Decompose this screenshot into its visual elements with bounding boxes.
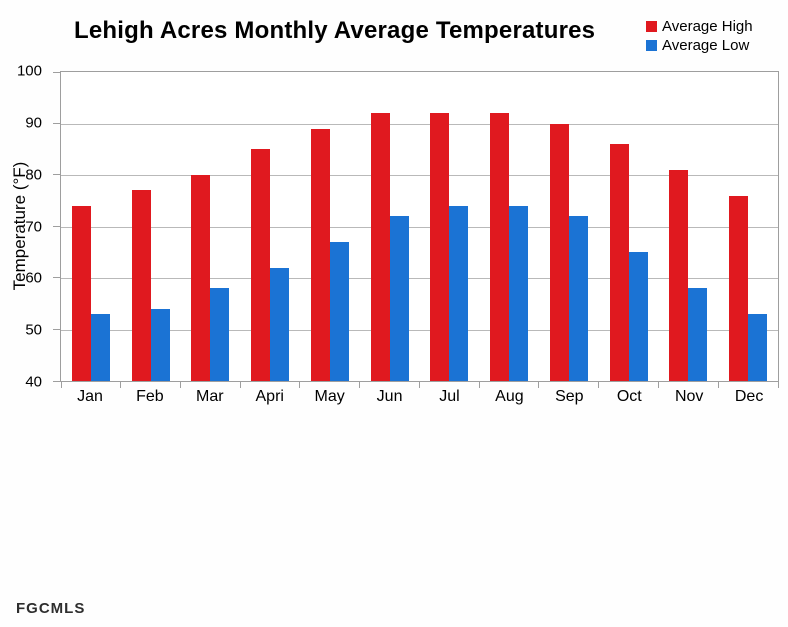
bar-average-low-may (329, 241, 349, 381)
bar-average-low-mar (210, 288, 230, 381)
x-tick-8 (538, 382, 540, 388)
bar-average-high-jun (370, 113, 390, 381)
y-tick-label-50: 50 (25, 321, 42, 339)
legend-item-average-low: Average Low (646, 37, 753, 54)
x-label-feb: Feb (136, 388, 164, 405)
x-tick-10 (658, 382, 659, 388)
gridline-70 (61, 226, 778, 228)
y-tick-60 (53, 277, 60, 279)
bar-average-high-oct (609, 144, 629, 381)
x-label-nov: Nov (674, 388, 704, 405)
bar-average-high-apri (251, 149, 271, 381)
x-label-sep: Sep (555, 388, 584, 405)
bar-group-feb (121, 72, 181, 381)
chart-title: Lehigh Acres Monthly Average Temperature… (74, 17, 596, 44)
y-tick-40 (53, 380, 60, 382)
y-tick-label-60: 60 (25, 269, 42, 287)
gridline-60 (61, 278, 778, 279)
bar-average-low-jan (90, 314, 110, 381)
x-tick-1 (120, 382, 122, 388)
y-tick-100 (53, 71, 60, 73)
bar-average-low-oct (628, 252, 648, 381)
bar-group-jul (420, 72, 480, 381)
bar-group-nov (659, 72, 719, 381)
y-tick-80 (53, 174, 60, 176)
bar-average-high-sep (549, 123, 569, 381)
bar-group-aug (479, 72, 539, 381)
x-tick-9 (598, 382, 600, 388)
legend-label-low: Average Low (662, 37, 750, 54)
x-label-mar: Mar (196, 388, 224, 405)
x-tick-11 (717, 382, 719, 388)
x-label-dec: Dec (734, 388, 764, 405)
y-tick-label-70: 70 (25, 218, 42, 235)
x-tick-4 (299, 382, 301, 388)
bar-group-dec (718, 72, 778, 381)
x-tick-3 (239, 382, 241, 388)
x-tick-0 (60, 382, 62, 388)
y-tick-label-90: 90 (25, 114, 42, 132)
plot-area (53, 71, 779, 388)
bar-group-oct (599, 72, 659, 381)
x-tick-2 (179, 382, 181, 388)
legend-swatch-high-icon (646, 21, 657, 32)
bar-average-high-feb (131, 190, 151, 381)
x-tick-7 (478, 382, 480, 388)
x-label-jan: Jan (77, 388, 103, 405)
bar-average-low-jun (389, 216, 409, 381)
bar-average-low-apri (270, 267, 290, 381)
bar-group-jan (61, 72, 121, 381)
bar-group-apri (240, 72, 300, 381)
x-tick-6 (419, 382, 420, 388)
x-tick-12 (777, 382, 779, 388)
bar-group-jun (360, 72, 420, 381)
x-label-jun: Jun (376, 388, 403, 405)
x-label-aug: Aug (495, 388, 524, 405)
bar-average-low-feb (150, 308, 170, 381)
y-tick-label-40: 40 (25, 373, 42, 391)
bar-average-high-may (310, 128, 330, 381)
y-tick-50 (53, 329, 60, 330)
bar-group-sep (539, 72, 599, 381)
x-label-jul: Jul (439, 388, 460, 405)
x-label-apri: Apri (255, 388, 284, 405)
y-tick-90 (53, 122, 60, 124)
gridline-80 (61, 175, 778, 176)
bar-average-high-jul (430, 113, 450, 381)
bar-group-may (300, 72, 360, 381)
bar-average-high-mar (191, 175, 211, 381)
bar-average-low-aug (509, 205, 529, 381)
y-tick-70 (53, 226, 60, 227)
bar-average-low-dec (748, 314, 768, 381)
bar-average-high-aug (490, 113, 510, 381)
y-axis-tick-labels: 40 50 60 70 80 90 100 (0, 63, 54, 391)
x-tick-5 (359, 382, 361, 388)
bar-group-mar (181, 72, 241, 381)
bar-average-low-nov (688, 288, 708, 381)
x-axis-labels: Jan Feb Mar Apri May Jun Jul Aug Sep Oct Nov Dec (60, 388, 779, 406)
x-label-may: May (314, 388, 345, 405)
x-label-oct: Oct (616, 388, 642, 405)
legend: Average High Average Low (646, 18, 753, 54)
legend-label-high: Average High (662, 18, 753, 35)
y-tick-label-100: 100 (16, 62, 42, 80)
watermark: FGCMLS (16, 600, 86, 617)
bar-average-low-sep (568, 216, 588, 381)
bar-average-high-nov (669, 169, 689, 381)
gridline-50 (61, 329, 778, 331)
bar-average-high-dec (729, 195, 749, 381)
gridline-90 (61, 123, 778, 125)
bar-average-low-jul (449, 205, 469, 381)
bar-average-high-jan (71, 205, 91, 381)
legend-item-average-high: Average High (646, 18, 753, 35)
y-tick-label-80: 80 (25, 166, 42, 184)
legend-swatch-low-icon (646, 40, 657, 51)
